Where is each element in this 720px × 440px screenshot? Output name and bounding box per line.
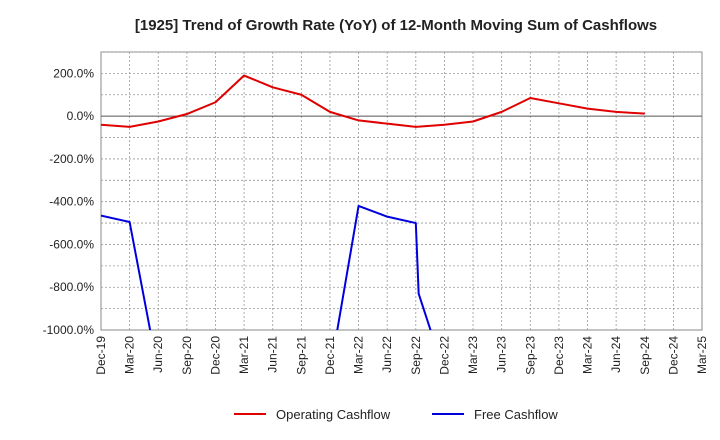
x-tick-label: Dec-24 bbox=[666, 336, 680, 375]
series-layer bbox=[101, 74, 645, 330]
y-tick-label: -200.0% bbox=[49, 152, 94, 166]
x-tick-label: Dec-22 bbox=[437, 336, 451, 375]
x-tick-label: Jun-23 bbox=[495, 336, 509, 373]
legend: Operating Cashflow Free Cashflow bbox=[234, 407, 558, 422]
y-tick-label: 0.0% bbox=[67, 109, 95, 123]
series-line-free-cashflow bbox=[101, 214, 152, 330]
y-tick-label: -800.0% bbox=[49, 280, 94, 294]
x-tick-label: Dec-20 bbox=[208, 336, 222, 375]
x-axis: Dec-19 Mar-20 Jun-20 Sep-20 Dec-20 Mar-21 Jun-… bbox=[94, 336, 709, 375]
y-axis: 200.0% 0.0% -200.0% -400.0% -600.0% -800.0% -1… bbox=[43, 66, 95, 337]
x-tick-label: Sep-24 bbox=[638, 336, 652, 375]
legend-label: Operating Cashflow bbox=[276, 407, 391, 422]
x-tick-label: Dec-23 bbox=[552, 336, 566, 375]
x-tick-label: Sep-23 bbox=[523, 336, 537, 375]
x-tick-label: Mar-25 bbox=[695, 336, 709, 374]
y-tick-label: -1000.0% bbox=[43, 323, 95, 337]
series-line-free-cashflow bbox=[336, 204, 432, 330]
chart-title: [1925] Trend of Growth Rate (YoY) of 12-… bbox=[135, 17, 657, 34]
x-tick-label: Mar-23 bbox=[466, 336, 480, 374]
x-tick-label: Sep-20 bbox=[180, 336, 194, 375]
x-tick-label: Dec-19 bbox=[94, 336, 108, 375]
x-tick-label: Mar-21 bbox=[237, 336, 251, 374]
plot-frame bbox=[100, 51, 703, 331]
legend-label: Free Cashflow bbox=[474, 407, 558, 422]
y-tick-label: -400.0% bbox=[49, 195, 94, 209]
y-tick-label: -600.0% bbox=[49, 237, 94, 251]
x-tick-label: Sep-22 bbox=[409, 336, 423, 375]
y-tick-label: 200.0% bbox=[53, 66, 94, 80]
series-line-operating-cashflow bbox=[101, 74, 645, 128]
x-tick-label: Jun-21 bbox=[266, 336, 280, 373]
x-tick-label: Mar-20 bbox=[123, 336, 137, 374]
x-tick-label: Sep-21 bbox=[294, 336, 308, 375]
plot-area bbox=[100, 51, 703, 331]
x-tick-label: Mar-24 bbox=[581, 336, 595, 374]
grid bbox=[101, 51, 702, 330]
x-tick-label: Jun-20 bbox=[151, 336, 165, 373]
x-tick-label: Jun-22 bbox=[380, 336, 394, 373]
x-tick-label: Mar-22 bbox=[352, 336, 366, 374]
x-tick-label: Dec-21 bbox=[323, 336, 337, 375]
x-tick-label: Jun-24 bbox=[609, 336, 623, 373]
